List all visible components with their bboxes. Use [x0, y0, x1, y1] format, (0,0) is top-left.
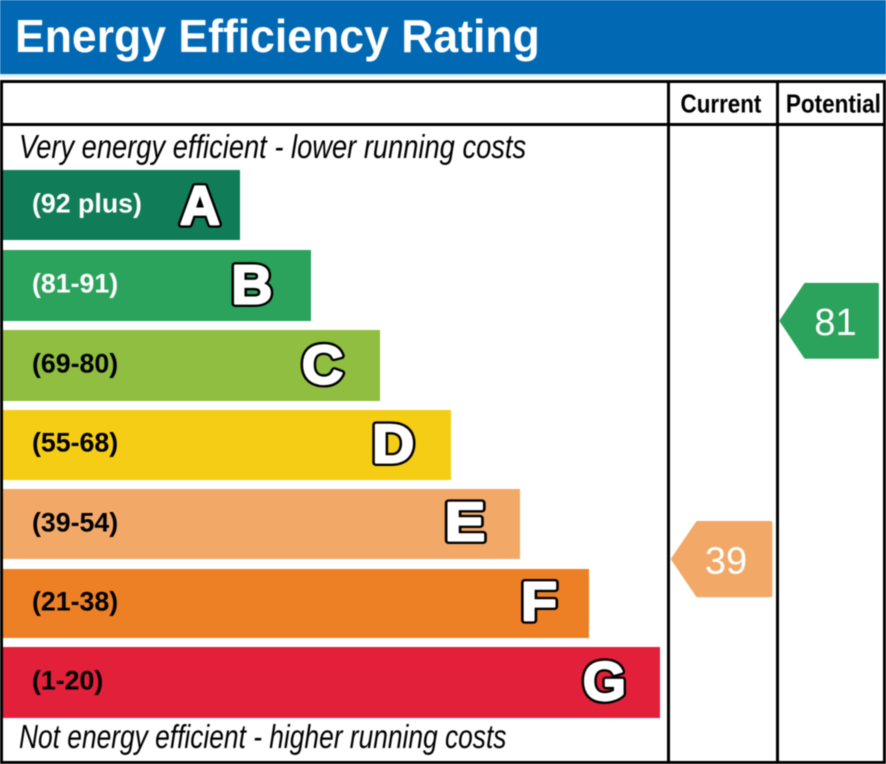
svg-text:C: C	[302, 334, 343, 395]
svg-text:D: D	[372, 413, 414, 474]
svg-text:F: F	[521, 572, 557, 633]
svg-text:E: E	[445, 492, 486, 552]
svg-text:81: 81	[814, 302, 856, 344]
svg-text:C: C	[302, 334, 343, 395]
svg-text:F: F	[521, 572, 557, 633]
svg-text:39: 39	[705, 540, 747, 582]
svg-text:A: A	[180, 175, 220, 237]
svg-text:B: B	[231, 254, 272, 315]
svg-text:A: A	[180, 175, 220, 237]
svg-text:D: D	[372, 413, 414, 474]
svg-text:G: G	[583, 651, 626, 713]
svg-text:E: E	[445, 492, 486, 552]
svg-text:B: B	[231, 254, 272, 315]
svg-text:G: G	[583, 651, 626, 713]
